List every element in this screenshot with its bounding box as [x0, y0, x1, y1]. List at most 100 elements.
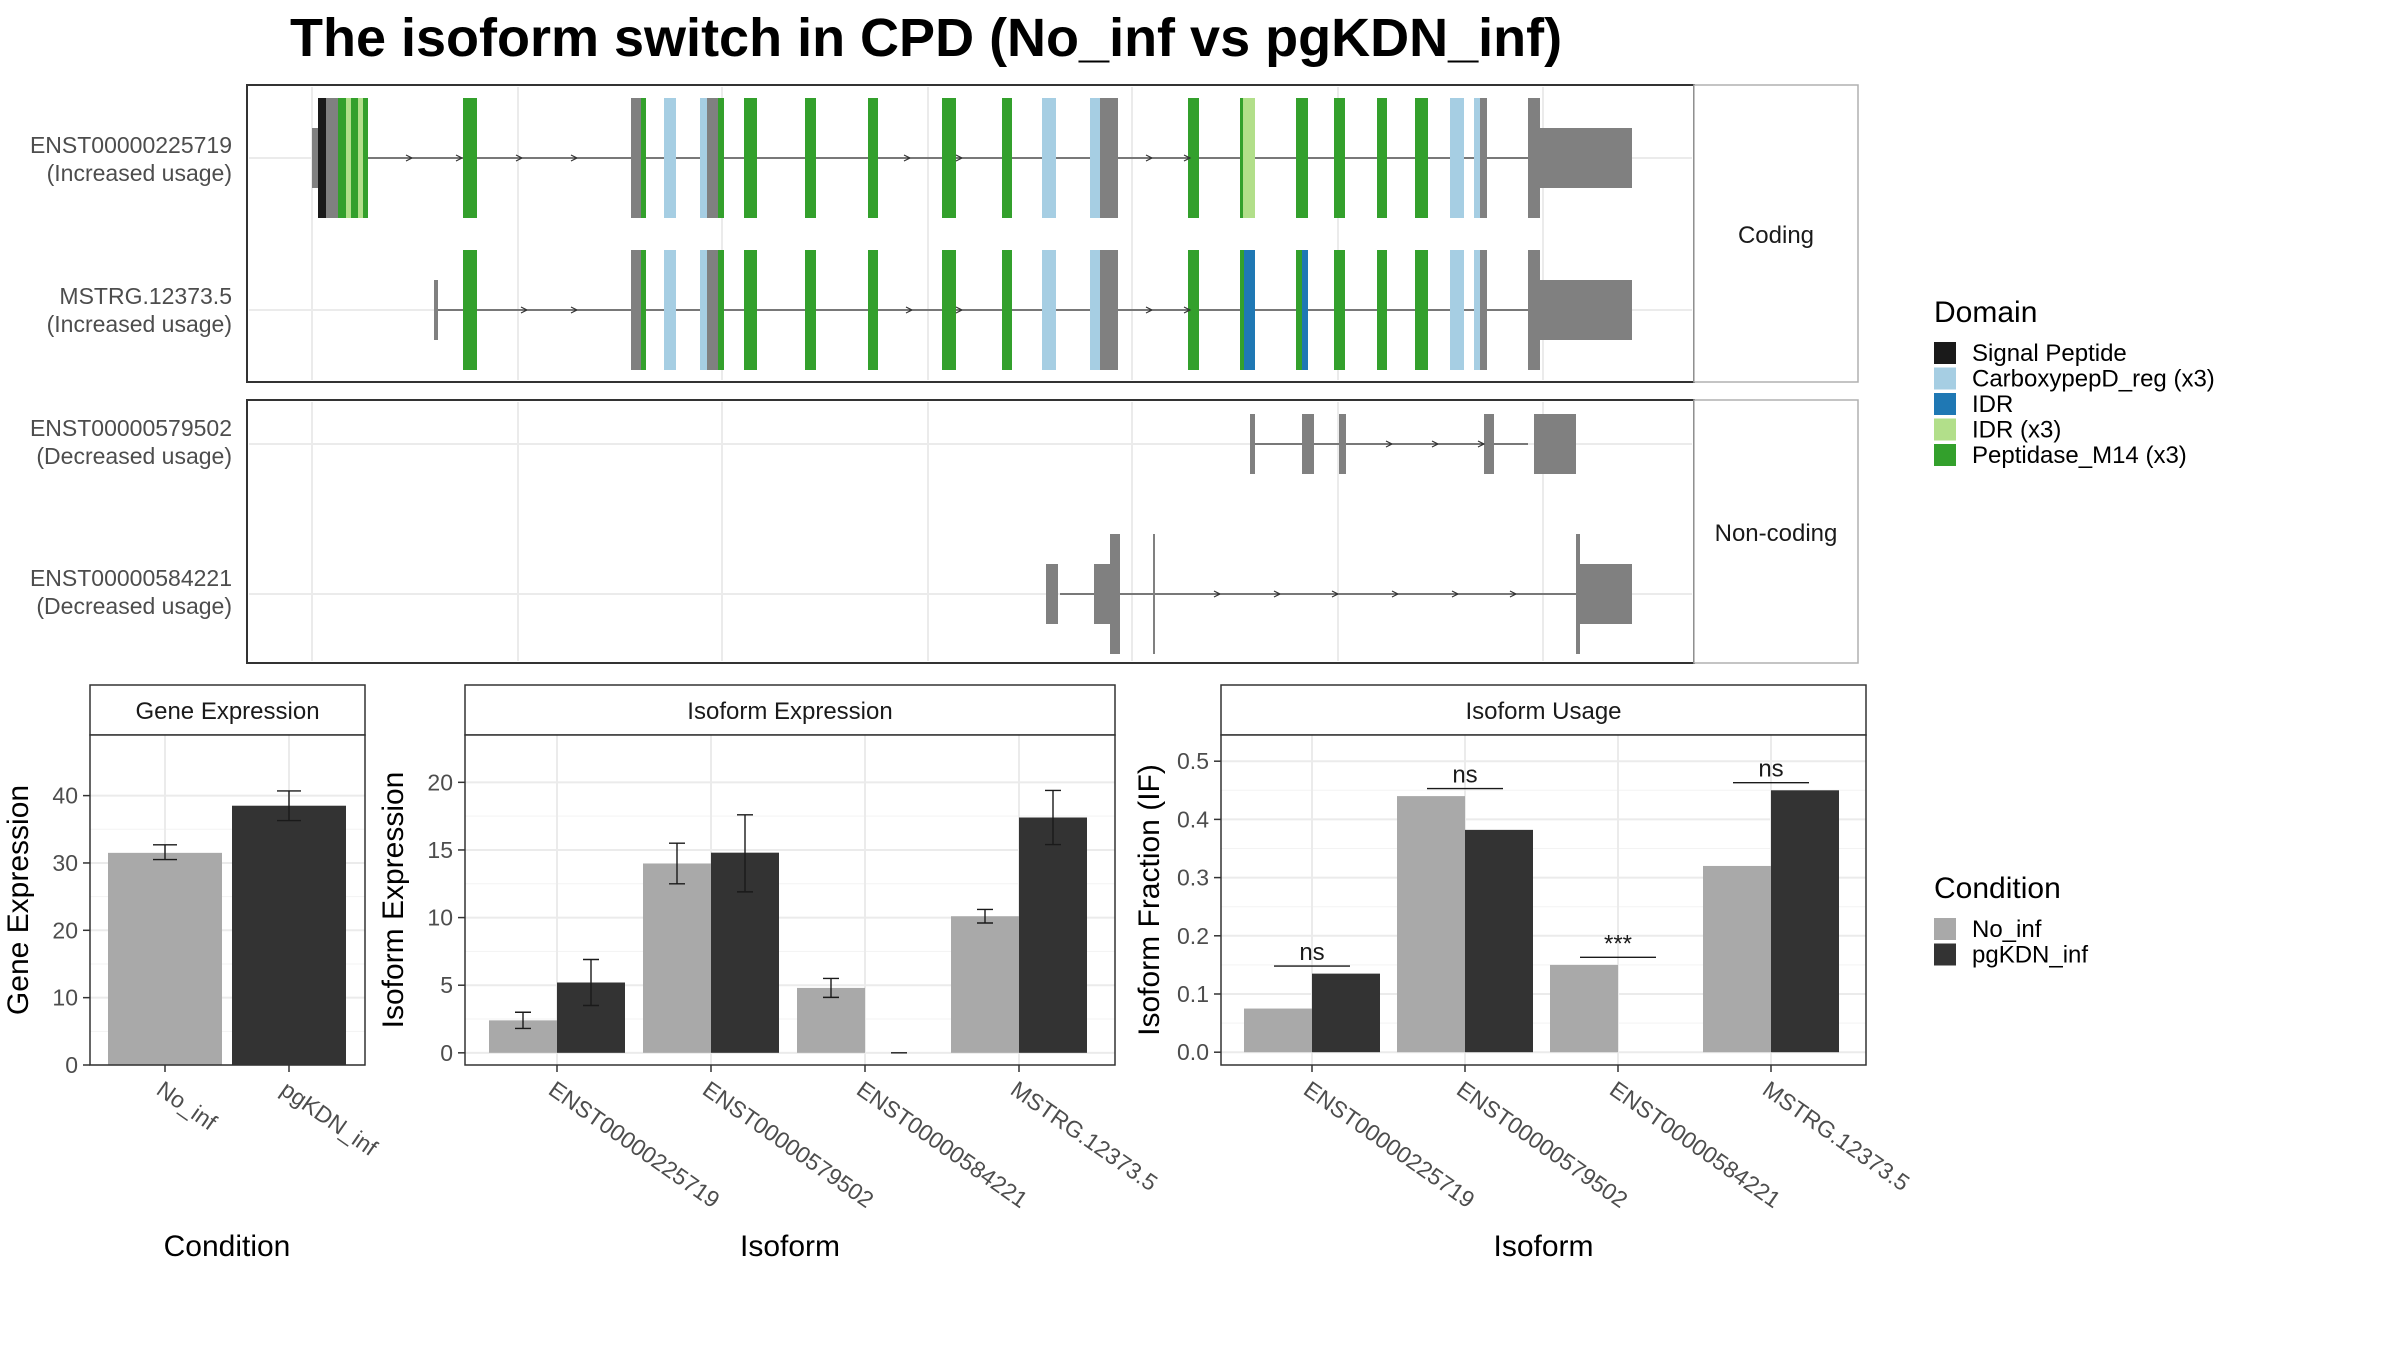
exon-block [1002, 98, 1012, 218]
significance-label: ns [1452, 762, 1477, 789]
y-axis-title: Gene Expression [2, 785, 35, 1015]
x-axis-title: Condition [164, 1230, 291, 1263]
strand-arrow [1451, 590, 1460, 598]
noncoding-strip [1693, 399, 1859, 664]
legend-swatch [1934, 943, 1956, 966]
strand-arrow [570, 306, 579, 314]
exon-block [641, 250, 646, 370]
isoform-label-id: ENST00000584221 [30, 565, 232, 591]
legend-label: pgKDN_inf [1972, 942, 2088, 969]
legend-label: Peptidase_M14 (x3) [1972, 442, 2187, 469]
strand-arrow [1273, 590, 1282, 598]
exon-block [338, 98, 346, 218]
strand-arrow [455, 154, 464, 162]
exon-block [805, 98, 816, 218]
exon-block [346, 98, 351, 218]
exon-block [1110, 534, 1120, 654]
legend-label: IDR [1972, 391, 2013, 418]
isoform-label-usage: (Increased usage) [47, 160, 232, 186]
legend-label: Signal Peptide [1972, 340, 2127, 367]
significance-label: *** [1604, 930, 1632, 957]
y-tick-label: 0.0 [1177, 1039, 1209, 1065]
exon-block [641, 98, 646, 218]
exon-block [1450, 98, 1464, 218]
exon-block [664, 98, 676, 218]
legend-swatch [1934, 444, 1956, 466]
error-bar [737, 814, 753, 893]
bar-charts: Gene Expression 0 10 20 30 40 No_inf pgKDN_inf C… [2, 684, 1914, 1263]
legend-label: IDR (x3) [1972, 417, 2061, 444]
strand-arrow [570, 154, 579, 162]
y-axis-title: Isoform Expression [377, 772, 410, 1029]
strand-arrow [1509, 590, 1518, 598]
y-tick-label: 0.1 [1177, 981, 1209, 1007]
error-bar [515, 1011, 531, 1030]
exon-block [1244, 250, 1255, 370]
exon-block [718, 98, 724, 218]
exon-block [1188, 98, 1199, 218]
exon-block [318, 98, 326, 218]
panel-border [1220, 734, 1867, 1066]
facet-strip-label: Isoform Expression [687, 698, 892, 725]
exon-block [1534, 414, 1576, 474]
exon-block [942, 98, 956, 218]
strand-arrow [1431, 440, 1440, 448]
error-bar [669, 842, 685, 885]
strand-arrow [1331, 590, 1340, 598]
y-tick-label: 10 [52, 985, 78, 1011]
y-tick-label: 10 [427, 905, 453, 931]
strand-arrow [903, 154, 912, 162]
y-tick-label: 5 [440, 972, 453, 998]
bar [108, 852, 222, 1065]
bar [232, 805, 346, 1065]
legend-swatch [1934, 342, 1956, 364]
strand-arrow [1183, 154, 1192, 162]
exon-block [1540, 128, 1632, 188]
bar [643, 863, 711, 1053]
bar [1397, 796, 1465, 1053]
isoform-label-id: ENST00000579502 [30, 415, 232, 441]
exon-block [744, 250, 757, 370]
isoform-label-usage: (Decreased usage) [36, 443, 232, 469]
facet-strip [1220, 684, 1867, 736]
strand-arrow [405, 154, 414, 162]
facet-strip [89, 684, 366, 736]
exon-block [1528, 250, 1540, 370]
isoform-structure-plot: Coding Non-coding ENST00000225719 (Incre… [30, 84, 1859, 664]
bar [951, 916, 1019, 1053]
exon-block [1415, 98, 1428, 218]
bar [1771, 790, 1839, 1053]
facet-strip-label: Isoform Usage [1465, 698, 1621, 725]
bar [1703, 865, 1771, 1053]
y-tick-label: 0.3 [1177, 865, 1209, 891]
domain-legend-title: Domain [1934, 296, 2037, 329]
error-bar [823, 977, 839, 999]
exon-block [1334, 250, 1345, 370]
bar [1465, 829, 1533, 1053]
y-tick-label: 0.5 [1177, 748, 1209, 774]
panel-border [464, 734, 1116, 1066]
exon-block [942, 250, 956, 370]
exon-block [1042, 98, 1056, 218]
y-tick-label: 0 [65, 1052, 78, 1078]
isoform-label-id: MSTRG.12373.5 [59, 283, 232, 309]
y-tick-label: 15 [427, 837, 453, 863]
exon-block [1480, 250, 1487, 370]
exon-block [1250, 414, 1255, 474]
y-tick-label: 20 [52, 917, 78, 943]
bar [1312, 973, 1380, 1053]
significance-label: ns [1758, 756, 1783, 783]
exon-block [1450, 250, 1464, 370]
x-axis-title: Isoform [1493, 1230, 1593, 1263]
exon-block [700, 98, 707, 218]
y-tick-label: 0.4 [1177, 806, 1209, 832]
exon-block [700, 250, 707, 370]
exon-block [718, 250, 724, 370]
strand-arrow [1145, 154, 1154, 162]
strand-arrow [905, 306, 914, 314]
legend-swatch [1934, 367, 1956, 390]
legend-swatch [1934, 418, 1956, 441]
exon-block [463, 98, 477, 218]
